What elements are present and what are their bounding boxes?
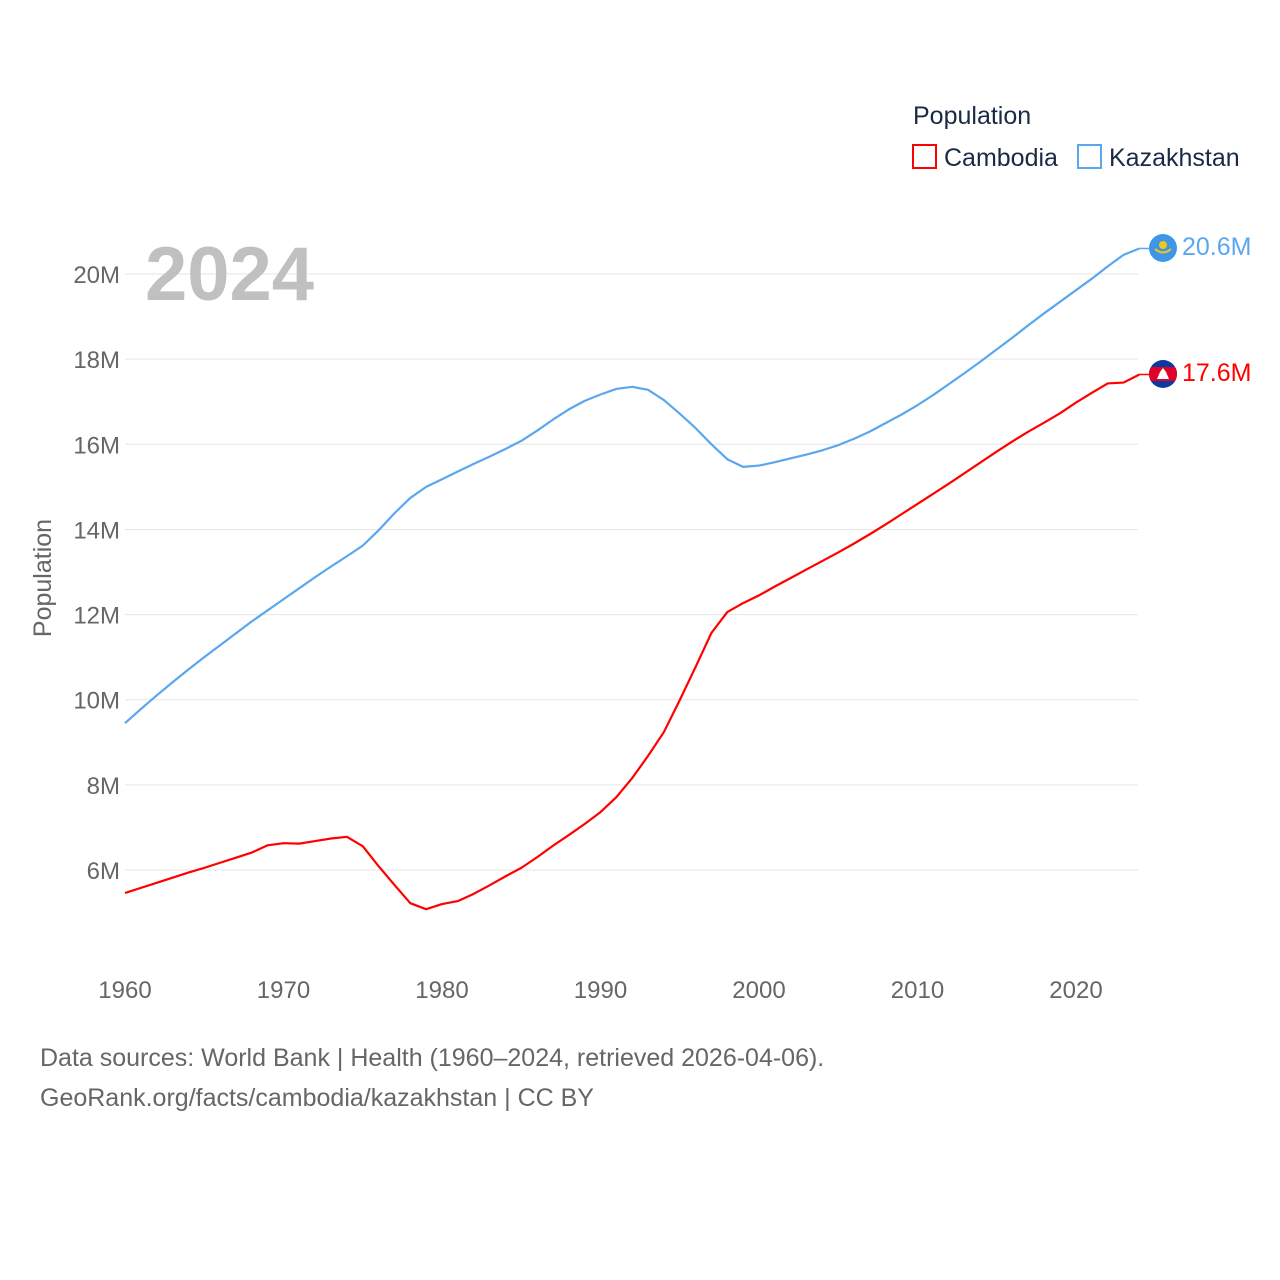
x-tick-label: 2000	[732, 977, 785, 1004]
x-tick-label: 1980	[415, 977, 468, 1004]
year-title: 2024	[145, 232, 314, 317]
legend-title: Population	[913, 102, 1031, 130]
footer-sources: Data sources: World Bank | Health (1960–…	[40, 1044, 825, 1072]
legend-label-cambodia[interactable]: Cambodia	[944, 144, 1058, 172]
y-axis-label: Population	[29, 519, 57, 637]
x-tick-label: 1960	[98, 977, 151, 1004]
y-tick-label: 10M	[73, 688, 120, 715]
y-tick-label: 8M	[87, 773, 120, 800]
kazakhstan-end-label: 20.6M	[1182, 233, 1251, 261]
y-tick-label: 16M	[73, 432, 120, 459]
y-tick-label: 6M	[87, 858, 120, 885]
flag-sun-icon	[1159, 241, 1167, 249]
footer-link[interactable]: GeoRank.org/facts/cambodia/kazakhstan | …	[40, 1084, 594, 1112]
cambodia-end-label: 17.6M	[1182, 359, 1251, 387]
legend-swatch-kazakhstan[interactable]	[1077, 144, 1102, 169]
series-line-kazakhstan	[124, 247, 1140, 724]
legend-label-kazakhstan[interactable]: Kazakhstan	[1109, 144, 1240, 172]
y-tick-label: 20M	[73, 262, 120, 289]
x-tick-label: 2010	[891, 977, 944, 1004]
x-tick-label: 1970	[257, 977, 310, 1004]
flag-eagle-icon	[1154, 248, 1172, 254]
series-line-cambodia	[124, 373, 1140, 911]
y-tick-label: 14M	[73, 517, 120, 544]
cambodia-flag-icon	[1149, 360, 1177, 388]
legend: Population Cambodia Kazakhstan	[912, 102, 1240, 172]
x-tick-label: 1990	[574, 977, 627, 1004]
y-tick-label: 12M	[73, 603, 120, 630]
x-tick-label: 2020	[1049, 977, 1102, 1004]
legend-swatch-cambodia[interactable]	[912, 144, 937, 169]
y-tick-label: 18M	[73, 347, 120, 374]
